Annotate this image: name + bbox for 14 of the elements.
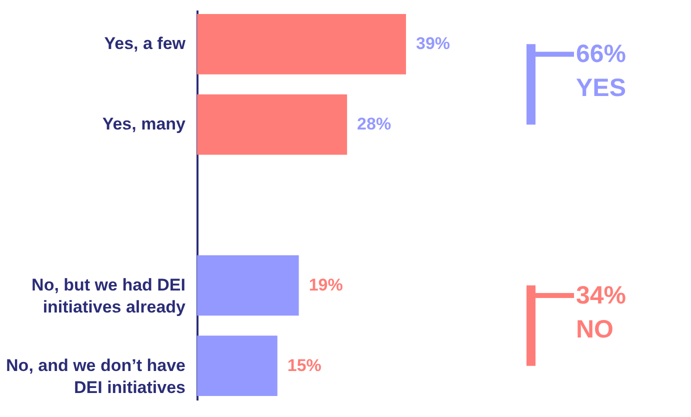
y-tick-label: No, and we don’t have DEI initiatives [6, 356, 186, 397]
y-tick-label: Yes, a few [104, 34, 186, 54]
text: 66% YES [576, 40, 626, 102]
data-label: 19% [308, 275, 343, 294]
data-label: 39% [416, 34, 450, 54]
data-label: 28% [357, 114, 392, 134]
data-label: 15% [287, 356, 322, 375]
y-tick-label: Yes, many [102, 114, 186, 134]
bar [197, 255, 299, 316]
text: 34% NO [576, 281, 626, 344]
bar [197, 14, 406, 74]
bar [197, 94, 348, 155]
bar [197, 336, 278, 396]
y-tick-label: No, but we had DEI initiatives already [32, 275, 186, 316]
